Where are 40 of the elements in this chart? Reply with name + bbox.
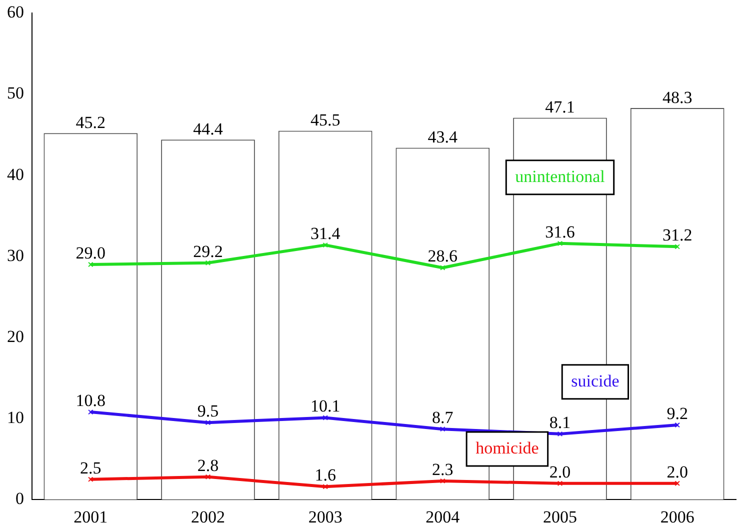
data-label: 28.6 xyxy=(428,246,458,266)
data-label: 29.0 xyxy=(76,243,106,262)
data-label: 2.5 xyxy=(80,458,102,478)
y-tick-label: 30 xyxy=(7,246,24,265)
data-label: 1.6 xyxy=(314,466,336,485)
y-tick-label: 50 xyxy=(7,84,24,103)
data-label: 47.1 xyxy=(545,98,575,117)
data-label: 43.4 xyxy=(428,128,458,147)
y-tick-label: 10 xyxy=(7,408,24,427)
y-tick-label: 20 xyxy=(7,326,24,346)
data-label: 10.1 xyxy=(310,396,340,416)
data-label: 2.0 xyxy=(666,462,688,482)
data-label: 9.5 xyxy=(197,402,219,421)
data-label: 2.3 xyxy=(432,460,454,479)
data-label: 29.2 xyxy=(193,242,223,261)
data-label: 2.0 xyxy=(549,462,571,482)
x-tick-label: 2003 xyxy=(308,507,342,526)
data-label: 44.4 xyxy=(193,120,224,139)
y-tick-label: 60 xyxy=(7,2,24,22)
x-tick-label: 2004 xyxy=(426,507,460,526)
text: suicide xyxy=(571,371,620,390)
text: unintentional xyxy=(515,166,606,186)
y-tick-label: 40 xyxy=(7,164,24,184)
data-label: 2.8 xyxy=(197,456,219,475)
data-label: 10.8 xyxy=(76,391,106,410)
data-label: 48.3 xyxy=(662,88,692,108)
data-label: 45.5 xyxy=(310,110,340,130)
data-label: 31.2 xyxy=(662,226,692,245)
data-label: 8.7 xyxy=(432,408,454,428)
x-tick-label: 2005 xyxy=(543,507,577,526)
x-tick-label: 2002 xyxy=(191,507,225,526)
data-label: 31.4 xyxy=(310,224,341,244)
x-tick-label: 2006 xyxy=(660,507,694,526)
data-label: 31.6 xyxy=(545,222,575,242)
data-label: 8.1 xyxy=(549,412,571,432)
series-label: homicide xyxy=(476,438,539,458)
x-tick-label: 2001 xyxy=(74,507,108,526)
data-label: 9.2 xyxy=(666,404,688,423)
data-label: 45.2 xyxy=(76,113,106,132)
y-tick-label: 0 xyxy=(16,489,24,508)
